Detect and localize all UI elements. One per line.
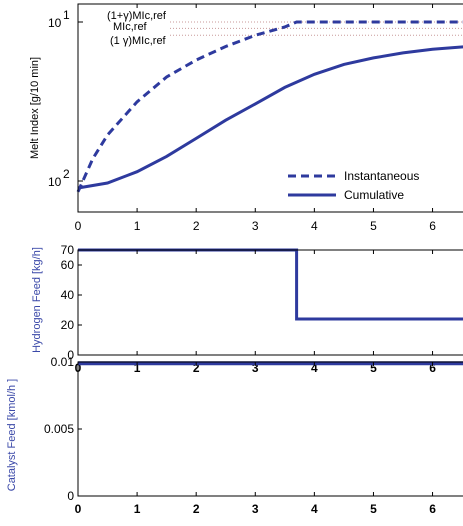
y-tick-label: 0 <box>67 348 74 362</box>
x-tick-label: 2 <box>193 502 200 516</box>
x-tick-label: 6 <box>429 219 436 233</box>
ticks: 0 1 2 3 4 5 6 0 0.005 0.01 <box>44 355 436 516</box>
y-tick-label: 0 <box>67 489 74 503</box>
x-tick-label: 0 <box>75 502 82 516</box>
legend-label: Cumulative <box>344 188 404 202</box>
x-tick-label: 5 <box>370 219 377 233</box>
annotation-upper: (1+γ)MIc,ref <box>107 10 167 22</box>
y-tick-label: 60 <box>61 258 75 272</box>
x-tick-label: 1 <box>134 361 141 375</box>
reference-lines <box>170 21 463 36</box>
series-line <box>78 248 463 321</box>
x-tick-label: 2 <box>193 361 200 375</box>
y-tick-label: 40 <box>61 288 75 302</box>
plot-frame <box>77 3 463 213</box>
series-line <box>77 45 463 190</box>
series-line <box>76 20 463 193</box>
x-ticks: 0 1 2 3 4 5 6 <box>75 4 436 233</box>
y-tick-label: 0.01 <box>51 355 75 369</box>
y-tick-label: 70 <box>61 243 75 257</box>
legend-label: Instantaneous <box>344 169 419 183</box>
x-tick-label: 0 <box>75 219 82 233</box>
x-tick-label: 4 <box>311 219 318 233</box>
series-lines <box>78 248 463 321</box>
y-tick-label: 20 <box>61 318 75 332</box>
x-tick-label: 1 <box>134 502 141 516</box>
x-tick-label: 4 <box>311 502 318 516</box>
y-tick-exponent: 1 <box>63 8 70 22</box>
x-tick-label: 6 <box>429 361 436 375</box>
annotation-lower: (1 γ)MIc,ref <box>110 35 167 47</box>
x-tick-label: 2 <box>193 219 200 233</box>
y-tick-label: 10 <box>48 175 62 189</box>
annotation-ref: MIc,ref <box>113 21 148 33</box>
x-tick-label: 3 <box>252 502 259 516</box>
x-tick-label: 1 <box>134 219 141 233</box>
x-tick-label: 4 <box>311 361 318 375</box>
plot-frame <box>77 361 463 497</box>
y-tick-label: 10 <box>48 16 62 30</box>
x-tick-label: 5 <box>370 361 377 375</box>
legend: Instantaneous Cumulative <box>288 169 419 202</box>
y-tick-label: 0.005 <box>44 422 74 436</box>
y-tick-exponent: 2 <box>63 167 70 181</box>
x-tick-label: 5 <box>370 502 377 516</box>
series-lines <box>76 20 463 193</box>
y-axis-label: Hydrogen Feed [kg/h] <box>31 247 43 353</box>
catalyst-feed-panel: 0 1 2 3 4 5 6 0 0.005 0.01 Catalyst Feed [kmol/h … <box>6 355 463 516</box>
plot-frame <box>77 249 463 356</box>
x-tick-label: 3 <box>252 219 259 233</box>
x-tick-label: 6 <box>429 502 436 516</box>
x-tick-label: 3 <box>252 361 259 375</box>
y-axis-label: Catalyst Feed [kmol/h ] <box>6 379 18 492</box>
y-axis-label: Melt Index [g/10 min] <box>29 57 41 159</box>
